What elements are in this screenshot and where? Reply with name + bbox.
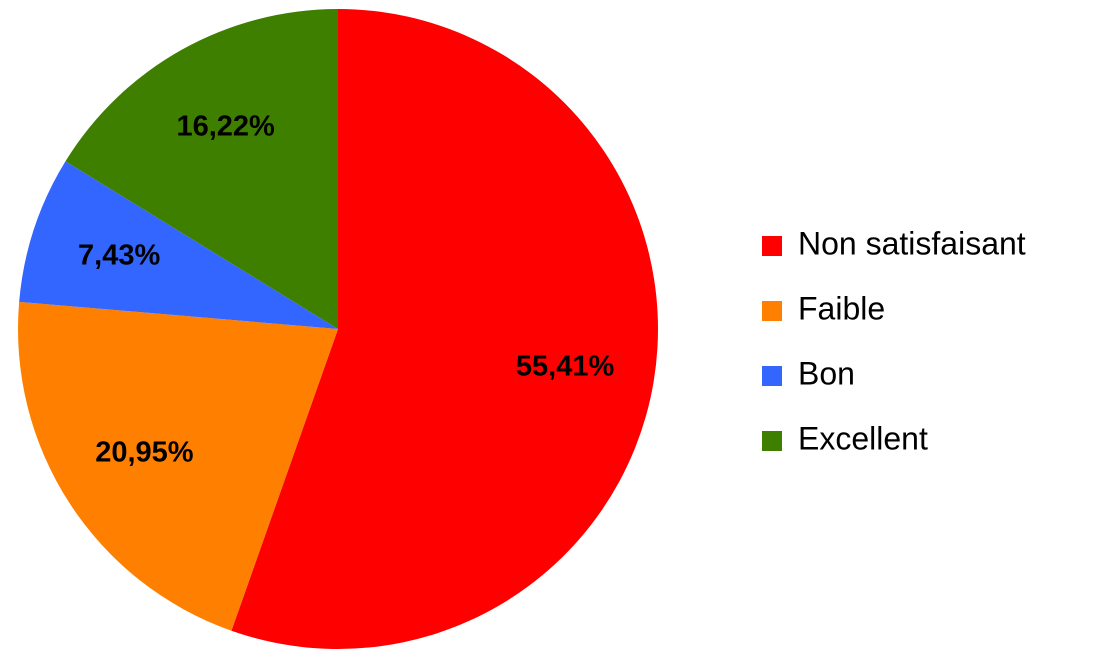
legend-label: Bon	[798, 355, 855, 391]
legend-label: Excellent	[798, 420, 928, 456]
pie-slice	[231, 9, 659, 649]
pie-slice	[65, 9, 338, 329]
data-label: 7,43%	[78, 240, 160, 272]
pie-slice	[17, 301, 338, 631]
legend-swatch	[762, 431, 782, 451]
legend-swatch	[762, 236, 782, 256]
legend-swatch	[762, 301, 782, 321]
legend-label: Faible	[798, 290, 885, 326]
data-label: 55,41%	[516, 351, 615, 383]
pie-slice	[19, 161, 338, 329]
data-label: 20,95%	[95, 437, 194, 469]
legend-swatch	[762, 366, 782, 386]
data-label: 16,22%	[176, 111, 275, 143]
legend-label: Non satisfaisant	[798, 225, 1026, 261]
